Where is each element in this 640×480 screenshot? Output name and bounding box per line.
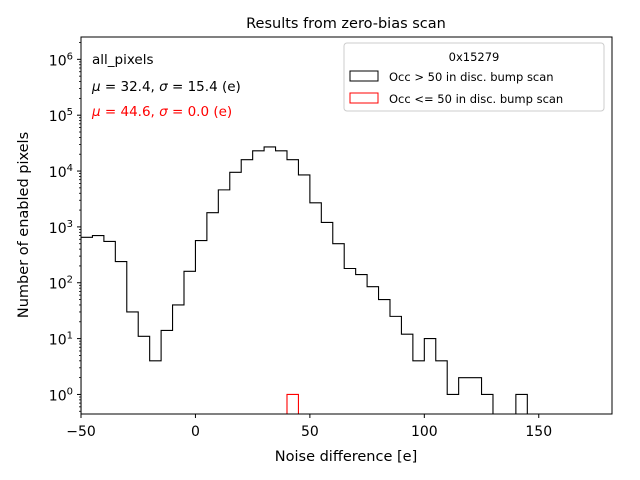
x-tick-label: 150 <box>525 424 552 440</box>
pixel-group-label: all_pixels <box>92 52 154 68</box>
plot-frame <box>80 36 613 415</box>
stats-black: μ = 32.4, σ = 15.4 (e) <box>91 79 241 95</box>
legend-entry-red: Occ <= 50 in disc. bump scan <box>389 92 563 106</box>
series-occ-high <box>81 146 528 414</box>
y-axis-label: Number of enabled pixels <box>16 132 32 318</box>
histogram-step-line <box>81 146 528 414</box>
y-tick-label: 106 <box>49 51 73 69</box>
x-axis: −50 0 50 100 150 <box>66 414 552 440</box>
x-axis-label: Noise difference [e] <box>275 449 417 465</box>
y-tick-label: 100 <box>49 386 73 404</box>
y-tick-label: 104 <box>49 163 73 181</box>
legend: 0x15279 Occ > 50 in disc. bump scan Occ … <box>343 42 605 112</box>
x-tick-label: 50 <box>301 424 319 440</box>
legend-swatch-red <box>349 92 379 104</box>
x-tick-label: 100 <box>411 424 438 440</box>
y-axis: 100 101 102 103 104 105 106 <box>49 42 81 412</box>
legend-entry-black: Occ > 50 in disc. bump scan <box>389 70 554 84</box>
x-tick-label: −50 <box>66 424 96 440</box>
x-tick-label: 0 <box>191 424 200 440</box>
legend-box <box>343 42 605 112</box>
y-tick-label: 101 <box>49 331 73 349</box>
y-tick-label: 103 <box>49 219 73 237</box>
y-tick-label: 102 <box>49 275 73 293</box>
chart-title: Results from zero-bias scan <box>246 16 446 32</box>
stats-red: μ = 44.6, σ = 0.0 (e) <box>91 104 232 120</box>
y-tick-label: 105 <box>49 107 73 125</box>
annotations: all_pixels μ = 32.4, σ = 15.4 (e) μ = 44.6… <box>91 52 241 120</box>
legend-title: 0x15279 <box>449 50 500 64</box>
legend-swatch-black <box>349 70 379 82</box>
